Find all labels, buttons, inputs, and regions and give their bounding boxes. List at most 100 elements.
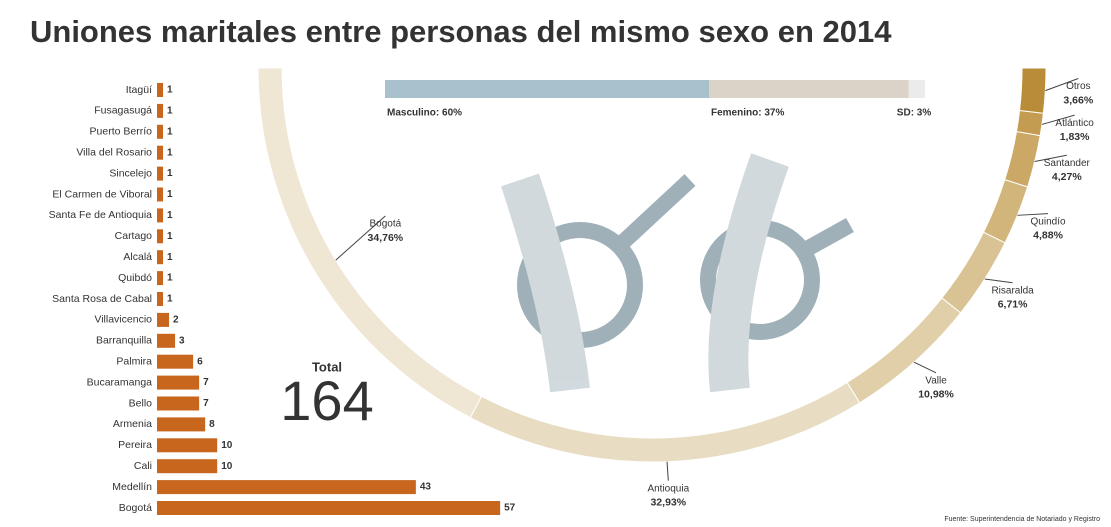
value-label: 43 (420, 482, 432, 493)
leader-line (1041, 114, 1075, 125)
segment-value: 3,66% (1063, 94, 1093, 106)
category-label: Palmira (116, 355, 152, 367)
leader-line (913, 361, 937, 374)
segment-value: 1,83% (1060, 131, 1090, 143)
segment-label: Santander (1044, 158, 1091, 169)
category-label: Bucaramanga (87, 376, 153, 388)
total-label: Total (312, 359, 342, 374)
value-label: 1 (167, 85, 173, 96)
value-label: 1 (167, 126, 173, 137)
leader-line (1045, 78, 1079, 92)
value-label: 57 (504, 503, 516, 514)
bar (157, 229, 164, 244)
value-label: 1 (167, 294, 173, 305)
source: Fuente: Superintendencia de Notariado y … (944, 516, 1100, 523)
bar (157, 333, 176, 348)
category-label: Santa Fe de Antioquia (49, 209, 152, 221)
stacked-segment (385, 80, 709, 98)
donut-segment (469, 381, 861, 463)
category-label: Sincelejo (109, 167, 152, 179)
donut-segment (1019, 67, 1047, 114)
segment-label: Bogotá (369, 219, 401, 230)
bar (157, 438, 218, 453)
leader-line (984, 278, 1013, 284)
segment-value: 4,88% (1033, 229, 1063, 241)
value-label: 2 (173, 315, 179, 326)
segment-label: Quindío (1031, 216, 1066, 227)
value-label: 1 (167, 273, 173, 284)
category-label: Fusagasugá (94, 105, 152, 117)
bar (157, 417, 206, 432)
value-label: 10 (221, 461, 233, 472)
bar (157, 271, 164, 286)
value-label: 10 (221, 440, 233, 451)
value-label: 7 (203, 398, 209, 409)
stacked-segment (908, 80, 925, 98)
leader-line (666, 461, 669, 481)
donut-segment (846, 297, 962, 404)
segment-value: 34,76% (368, 232, 404, 244)
bar (157, 354, 194, 369)
value-label: 1 (167, 252, 173, 263)
category-label: Cartago (115, 230, 153, 242)
category-label: Bello (129, 397, 153, 409)
value-label: 1 (167, 210, 173, 221)
category-label: Medellín (112, 481, 152, 493)
bar (157, 166, 164, 181)
total-value: 164 (280, 369, 373, 432)
category-label: Itagüí (126, 84, 152, 96)
value-label: 1 (167, 189, 173, 200)
bar (157, 250, 164, 265)
segment-value: 10,98% (918, 389, 954, 401)
bar (157, 501, 501, 515)
leader-line (335, 215, 386, 261)
segment-label: Atlántico (1055, 118, 1094, 129)
category-label: Armenia (113, 418, 152, 430)
segment-label: SD: 3% (897, 108, 932, 119)
segment-label: Risaralda (991, 285, 1034, 296)
leader-line (1017, 213, 1049, 216)
stacked-segment (709, 80, 909, 98)
bar (157, 396, 200, 411)
value-label: 7 (203, 377, 209, 388)
segment-label: Masculino: 60% (387, 108, 462, 119)
bar (157, 83, 164, 97)
category-label: Villavicencio (94, 314, 152, 326)
bar (157, 480, 416, 495)
value-label: 1 (167, 168, 173, 179)
donut-segment (982, 179, 1029, 244)
category-label: Villa del Rosario (76, 146, 152, 158)
bar (157, 124, 164, 139)
segment-label: Otros (1066, 81, 1090, 92)
donut-segment (1015, 109, 1044, 137)
bar (157, 208, 164, 223)
value-label: 6 (197, 356, 203, 367)
category-label: Pereira (118, 439, 152, 451)
segment-value: 6,71% (998, 298, 1028, 310)
segment-value: 32,93% (650, 496, 686, 508)
bar (157, 459, 218, 474)
category-label: Barranquilla (96, 335, 152, 347)
segment-label: Antioquia (647, 483, 689, 494)
value-label: 3 (179, 335, 185, 346)
value-label: 1 (167, 231, 173, 242)
segment-label: Femenino: 37% (711, 108, 784, 119)
category-label: Santa Rosa de Cabal (52, 293, 152, 305)
bar (157, 103, 164, 118)
title: Uniones maritales entre personas del mis… (30, 14, 892, 49)
bar (157, 375, 200, 390)
value-label: 1 (167, 147, 173, 158)
donut-segment (1004, 130, 1041, 188)
category-label: El Carmen de Viboral (52, 188, 152, 200)
category-label: Bogotá (119, 502, 152, 514)
category-label: Quibdó (118, 272, 152, 284)
value-label: 1 (167, 106, 173, 117)
bar (157, 187, 164, 202)
segment-label: Valle (925, 375, 947, 386)
donut-segment (941, 231, 1006, 314)
bar (157, 145, 164, 160)
category-label: Puerto Berrío (90, 126, 153, 138)
bar (157, 292, 164, 306)
category-label: Cali (134, 460, 152, 472)
